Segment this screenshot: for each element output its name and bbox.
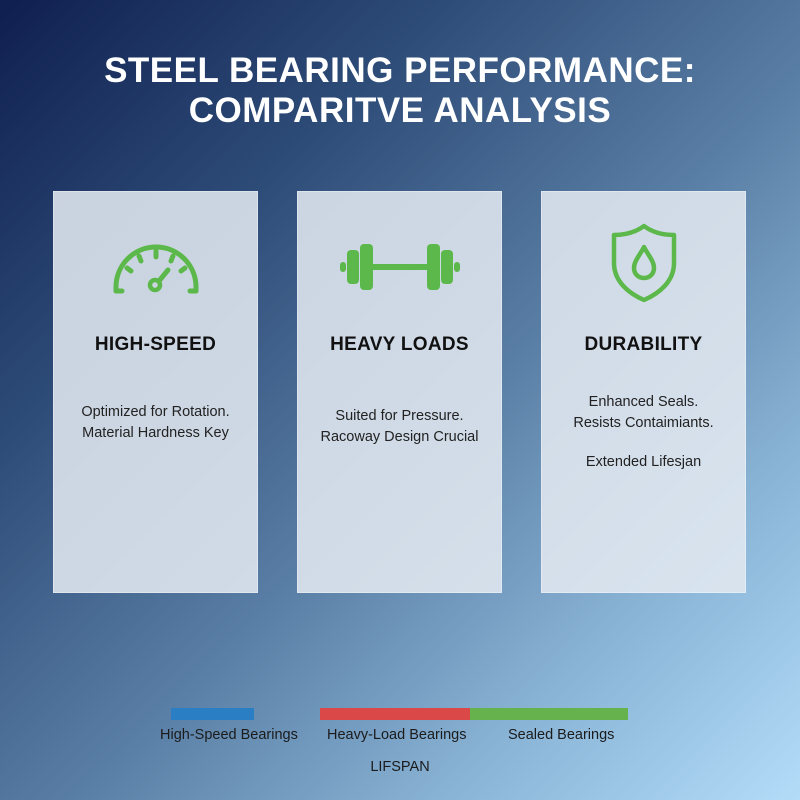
title-line-2: COMPARITVE ANALYSIS — [188, 91, 612, 130]
description-line: Enhanced Seals. — [588, 394, 699, 410]
card-durability: DURABILITY Enhanced Seals. Resists Conta… — [541, 191, 746, 593]
description-line: Suited for Pressure. — [335, 408, 464, 424]
description-line: Material Hardness Key — [82, 425, 229, 441]
page-title: STEEL BEARING PERFORMANCE: COMPARITVE AN… — [0, 51, 800, 131]
dumbbell-icon — [298, 232, 501, 302]
card-heading: DURABILITY — [584, 334, 703, 355]
card-description: Enhanced Seals. Resists Contaimiants. Ex… — [542, 392, 745, 473]
card-high-speed: HIGH-SPEED Optimized for Rotation. Mater… — [53, 191, 258, 593]
legend-bar-heavy-load — [320, 708, 470, 720]
card-description: Optimized for Rotation. Material Hardnes… — [54, 402, 257, 444]
speedometer-icon — [54, 232, 257, 302]
card-heading: HEAVY LOADS — [330, 334, 469, 355]
legend-label-heavy-load: Heavy-Load Bearings — [327, 727, 467, 743]
legend-bar-high-speed — [171, 708, 254, 720]
description-line: Extended Lifesjan — [585, 454, 702, 470]
card-description: Suited for Pressure. Racoway Design Cruc… — [298, 406, 501, 448]
description-line: Resists Contaimiants. — [573, 415, 714, 431]
legend-label-high-speed: High-Speed Bearings — [160, 727, 298, 743]
description-line: Optimized for Rotation. — [81, 404, 230, 420]
title-line-1: STEEL BEARING PERFORMANCE: — [104, 51, 696, 90]
legend-label-sealed: Sealed Bearings — [508, 727, 615, 743]
legend-bar-sealed — [470, 708, 628, 720]
card-heading: HIGH-SPEED — [94, 334, 217, 355]
card-heavy-loads: HEAVY LOADS Suited for Pressure. Racoway… — [297, 191, 502, 593]
shield-drop-icon — [542, 223, 745, 303]
description-line: Racoway Design Crucial — [320, 429, 479, 445]
axis-label-lifespan: LIFSPAN — [370, 759, 430, 775]
